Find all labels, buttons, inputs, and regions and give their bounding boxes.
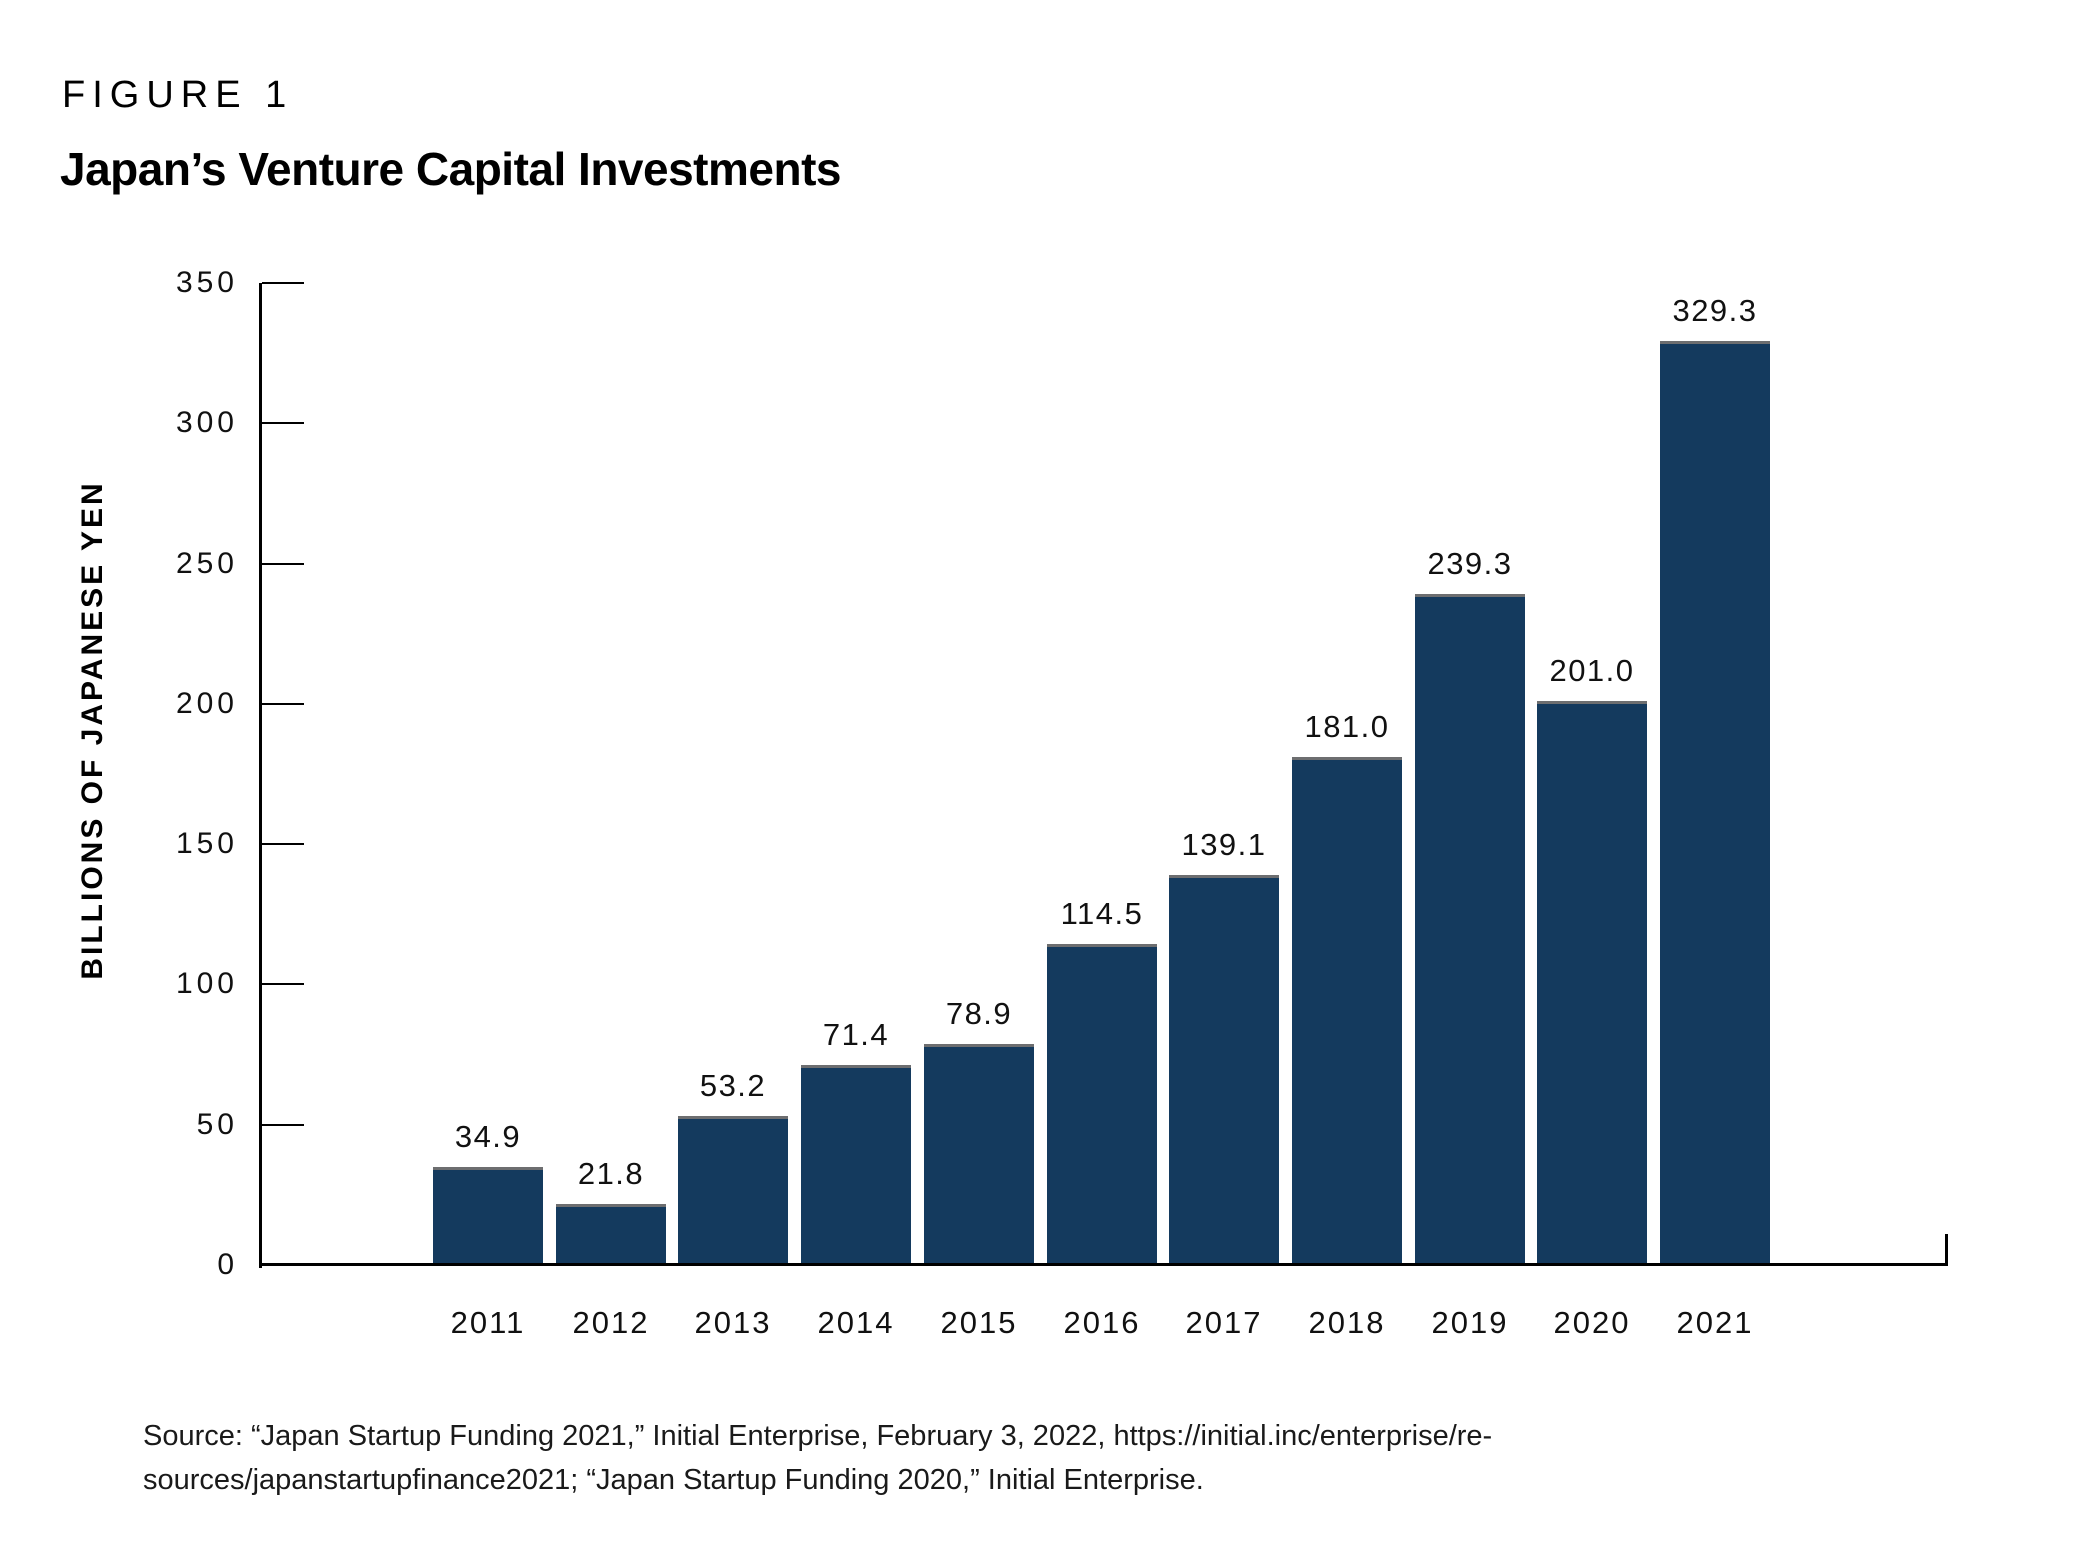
y-tick-label: 100 xyxy=(175,967,238,1000)
x-axis-line xyxy=(259,1263,1948,1266)
bar-2018 xyxy=(1292,757,1402,1265)
x-axis-end-tick xyxy=(1945,1234,1948,1265)
y-tick-line xyxy=(262,703,304,705)
x-tick-label: 2014 xyxy=(817,1305,895,1340)
bar-2014 xyxy=(801,1065,911,1265)
x-tick-label: 2016 xyxy=(1063,1305,1141,1340)
bar-value-label: 329.3 xyxy=(1672,293,1758,328)
figure-title: Japan’s Venture Capital Investments xyxy=(60,143,841,195)
bar-2021 xyxy=(1660,341,1770,1265)
x-tick-label: 2011 xyxy=(450,1305,526,1340)
bar-value-label: 53.2 xyxy=(699,1068,767,1103)
bar-2012 xyxy=(556,1204,666,1265)
y-tick-line xyxy=(262,422,304,424)
y-tick-label: 0 xyxy=(217,1248,238,1281)
bar-value-label: 78.9 xyxy=(945,996,1013,1031)
bar-2016 xyxy=(1047,944,1157,1265)
x-tick-label: 2012 xyxy=(572,1305,650,1340)
bar-value-label: 201.0 xyxy=(1549,653,1635,688)
bar-2019 xyxy=(1415,594,1525,1265)
y-tick-line xyxy=(262,1124,304,1126)
source-line-2: sources/japanstartupfinance2021; “Japan … xyxy=(143,1464,1204,1496)
bar-value-label: 34.9 xyxy=(454,1119,522,1154)
bar-value-label: 71.4 xyxy=(822,1017,890,1052)
bar-value-label: 181.0 xyxy=(1304,709,1390,744)
y-tick-label: 50 xyxy=(196,1108,238,1141)
x-tick-label: 2017 xyxy=(1185,1305,1263,1340)
x-tick-label: 2013 xyxy=(694,1305,772,1340)
y-tick-line xyxy=(262,282,304,284)
x-tick-label: 2019 xyxy=(1431,1305,1509,1340)
y-tick-line xyxy=(262,843,304,845)
y-axis-line xyxy=(259,283,262,1268)
y-tick-label: 150 xyxy=(175,827,238,860)
source-note: Source: “Japan Startup Funding 2021,” In… xyxy=(143,1414,1492,1502)
y-tick-label: 200 xyxy=(175,687,238,720)
bar-2011 xyxy=(433,1167,543,1265)
source-line-1: Source: “Japan Startup Funding 2021,” In… xyxy=(143,1420,1493,1452)
bar-2015 xyxy=(924,1044,1034,1265)
bar-value-label: 139.1 xyxy=(1181,827,1267,862)
bar-2013 xyxy=(678,1116,788,1265)
y-tick-line xyxy=(262,983,304,985)
y-tick-label: 250 xyxy=(175,547,238,580)
y-tick-label: 350 xyxy=(175,266,238,299)
x-tick-label: 2020 xyxy=(1553,1305,1631,1340)
bar-2017 xyxy=(1169,875,1279,1265)
y-tick-label: 300 xyxy=(175,406,238,439)
figure-number-label: FIGURE 1 xyxy=(62,74,294,116)
bar-value-label: 114.5 xyxy=(1060,896,1144,931)
x-tick-label: 2021 xyxy=(1676,1305,1754,1340)
x-tick-label: 2018 xyxy=(1308,1305,1386,1340)
y-tick-line xyxy=(262,563,304,565)
bar-2020 xyxy=(1537,701,1647,1265)
bar-value-label: 239.3 xyxy=(1427,546,1513,581)
x-tick-label: 2015 xyxy=(940,1305,1018,1340)
bar-value-label: 21.8 xyxy=(577,1156,645,1191)
